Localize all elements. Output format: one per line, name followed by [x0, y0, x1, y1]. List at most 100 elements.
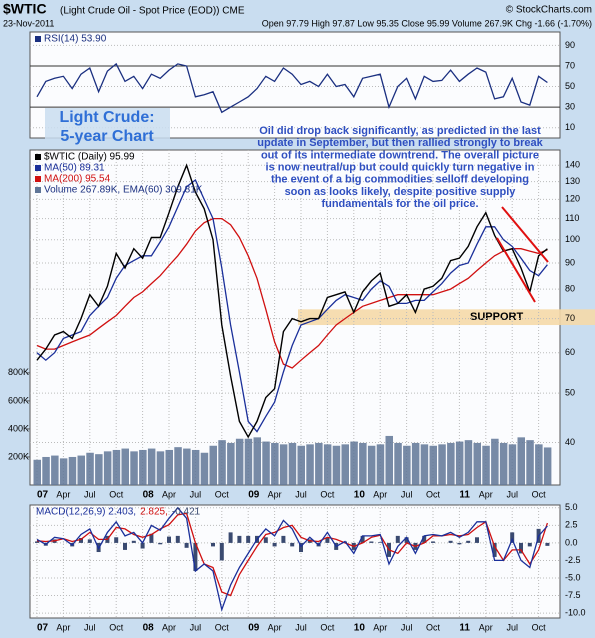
- annotation-text: update in September, but then rallied st…: [257, 137, 543, 149]
- histogram-bar: [272, 542, 277, 547]
- histogram-bar: [228, 532, 233, 543]
- histogram-bar: [448, 540, 453, 543]
- histogram-bar: [475, 537, 479, 543]
- annotation-text: Oil did drop back significantly, as pred…: [259, 125, 541, 137]
- legend-entry: MA(200) 95.54: [44, 174, 111, 185]
- volume-bar: [235, 438, 244, 485]
- x-tick-label: Oct: [215, 489, 230, 499]
- x-tick-label: Oct: [532, 622, 547, 632]
- x-tick-label: 10: [354, 623, 366, 634]
- volume-bar: [464, 440, 473, 485]
- series-line: [36, 163, 548, 439]
- volume-bar: [499, 442, 508, 485]
- x-tick-label: 07: [37, 490, 49, 501]
- y-tick-label: 5.0: [565, 502, 578, 512]
- volume-bar: [341, 444, 349, 485]
- legend-swatch: [35, 154, 41, 160]
- volume-bar: [279, 444, 288, 485]
- x-tick-label: 11: [459, 490, 470, 501]
- histogram-bar: [237, 535, 242, 543]
- annotation-title: 5-year Chart: [60, 128, 154, 145]
- date: 23-Nov-2011: [3, 18, 54, 28]
- volume-bar: [174, 447, 182, 485]
- y-tick-label: 50: [565, 387, 575, 397]
- volume-bar: [491, 438, 499, 485]
- volume-bar: [130, 451, 138, 485]
- series-line: [36, 506, 548, 612]
- source: © StockCharts.com: [506, 5, 592, 16]
- histogram-bar: [114, 537, 119, 543]
- legend-entry: $WTIC (Daily) 95.99: [44, 152, 135, 163]
- x-tick-label: 08: [143, 490, 155, 501]
- volume-bar: [394, 442, 402, 485]
- volume-bar: [200, 452, 209, 485]
- volume-bar: [288, 442, 297, 485]
- volume-bar: [447, 442, 455, 485]
- volume-bar: [59, 458, 68, 485]
- histogram-bar: [184, 542, 189, 548]
- panel: [29, 504, 561, 619]
- volume-bar: [209, 445, 217, 485]
- histogram-bar: [510, 532, 515, 543]
- x-tick-label: 10: [354, 490, 366, 501]
- volume-bar: [526, 440, 534, 485]
- y-tick-label: -5.0: [565, 572, 581, 582]
- y-tick-label: 0.0: [565, 537, 578, 547]
- volume-bar: [385, 435, 393, 485]
- y-tick-label: 60: [565, 347, 575, 357]
- x-tick-label: 09: [248, 623, 260, 634]
- histogram-bar: [492, 542, 497, 557]
- volume-bar: [306, 444, 314, 485]
- volume-bar: [508, 444, 517, 485]
- annotation-text: soon as looks likely, despite positive s…: [285, 186, 517, 198]
- volume-bar: [411, 442, 420, 485]
- y-tick-label: 80: [565, 283, 575, 293]
- annotation-text: the event of a big commodities selloff d…: [271, 174, 529, 186]
- histogram-bar: [545, 542, 550, 546]
- legend-swatch: [35, 176, 41, 182]
- histogram-bar: [131, 540, 136, 543]
- histogram-bar: [360, 535, 365, 543]
- y-tick-label: 30: [565, 102, 575, 112]
- y-tick-label: 10: [565, 122, 575, 132]
- volume-bar: [350, 441, 358, 485]
- y-tick-label: 70: [565, 60, 575, 70]
- legend-entry: RSI(14) 53.90: [44, 34, 107, 45]
- volume-bar: [191, 449, 200, 485]
- histogram-bar: [263, 537, 268, 543]
- volume-bar: [429, 445, 437, 485]
- legend-entry: MA(50) 89.31: [44, 163, 105, 174]
- volume-bar: [183, 448, 191, 485]
- annotation-title: Light Crude:: [59, 109, 154, 126]
- volume-bar: [297, 445, 305, 485]
- panels: 10 30 50 70 90 RSI(14) 53.90 SUPPORT 40 50 60 70 80…: [8, 31, 595, 634]
- x-tick-label: Apr: [56, 489, 70, 499]
- volume-bar: [42, 456, 50, 485]
- x-tick-label: Jul: [84, 489, 96, 499]
- volume-bar: [420, 444, 429, 485]
- volume-bar: [68, 456, 77, 485]
- volume-bar: [103, 451, 112, 485]
- symbol: $WTIC: [3, 1, 47, 17]
- y-tick-label: 100: [565, 234, 580, 244]
- histogram-bar: [422, 535, 427, 543]
- histogram-bar: [35, 541, 39, 543]
- histogram-bar: [466, 540, 471, 543]
- x-tick-label: Jul: [190, 622, 202, 632]
- volume-bar: [86, 452, 94, 485]
- x-tick-label: Apr: [162, 489, 176, 499]
- x-tick-label: Oct: [426, 622, 441, 632]
- histogram-bar: [457, 542, 462, 545]
- x-tick-label: 09: [248, 490, 260, 501]
- volume-bar: [112, 449, 121, 485]
- volume-bar: [455, 441, 464, 485]
- volume-bar: [403, 445, 411, 485]
- y-tick-label: 70: [565, 313, 575, 323]
- x-tick-label: Jul: [295, 489, 307, 499]
- volume-bar: [323, 444, 332, 485]
- series-line: [36, 217, 548, 369]
- x-tick-label: Oct: [215, 622, 230, 632]
- x-tick-label: Apr: [268, 622, 282, 632]
- histogram-bar: [211, 542, 215, 547]
